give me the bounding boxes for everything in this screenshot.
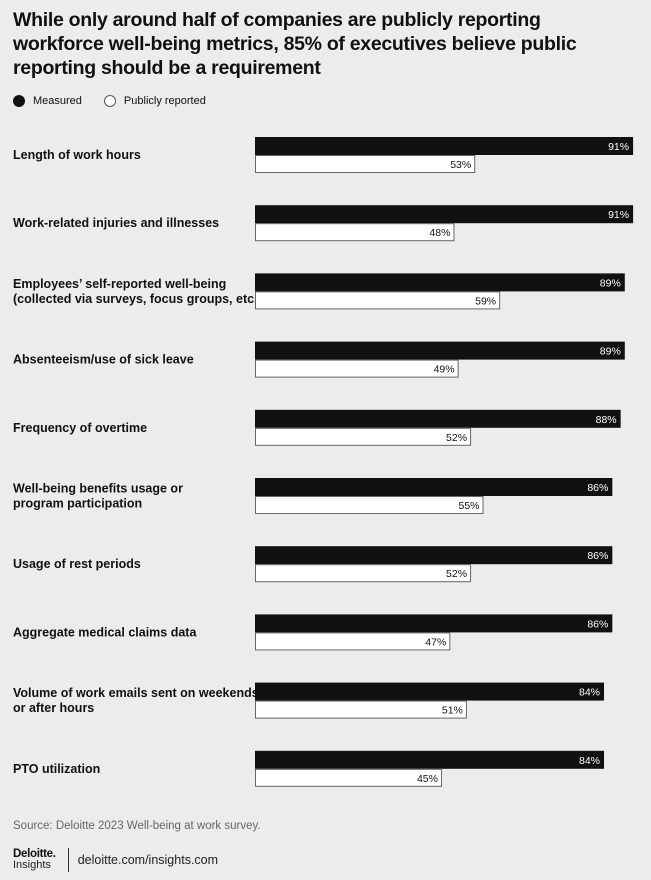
logo-main-text: Deloitte — [13, 848, 53, 860]
source-note: Source: Deloitte 2023 Well-being at work… — [13, 820, 261, 832]
bar-reported — [255, 700, 467, 719]
bar-label-measured: 86% — [587, 550, 608, 562]
category-label-line: Employees’ self-reported well-being — [13, 277, 226, 291]
category-label-line: PTO utilization — [13, 762, 100, 776]
category-label-line: Volume of work emails sent on weekends — [13, 686, 259, 700]
bar-reported — [255, 291, 501, 310]
legend-label-reported: Publicly reported — [123, 95, 206, 107]
category-label-line: Well-being benefits usage or — [13, 482, 183, 496]
bar-measured — [255, 614, 613, 633]
bar-reported — [255, 768, 442, 787]
footer: Deloitte. Insights deloitte.com/insights… — [13, 848, 218, 872]
bar-measured — [255, 682, 605, 701]
category-label-line: Aggregate medical claims data — [13, 625, 197, 639]
category-label: PTO utilization — [13, 762, 100, 776]
category-label: Work-related injuries and illnesses — [13, 216, 219, 230]
bar-label-reported: 45% — [417, 773, 438, 785]
legend-swatch-reported — [103, 95, 116, 107]
category-label: Aggregate medical claims data — [13, 625, 197, 639]
bar-label-measured: 91% — [608, 141, 629, 153]
bar-label-measured: 84% — [579, 687, 600, 699]
bar-label-reported: 53% — [450, 159, 471, 171]
category-label: Employees’ self-reported well-being (coll… — [13, 277, 262, 306]
bar-measured — [255, 205, 634, 224]
bar-label-reported: 51% — [442, 705, 463, 717]
category-label-line: Work-related injuries and illnesses — [13, 216, 219, 230]
legend-item-measured: Measured — [13, 95, 82, 107]
bar-chart: Length of work hours 91% 53% Work-related i… — [13, 137, 634, 787]
category-label: Volume of work emails sent on weekends or… — [13, 686, 259, 715]
logo-dot: . — [52, 848, 56, 860]
bar-reported — [255, 155, 476, 173]
bar-label-measured: 91% — [608, 209, 629, 221]
footer-site-link[interactable]: deloitte.com/insights.com — [77, 853, 219, 867]
bar-measured — [255, 137, 634, 155]
logo-sub-text: Insights — [13, 859, 51, 871]
bar-measured — [255, 478, 613, 496]
bar-reported — [255, 223, 455, 242]
bar-label-reported: 48% — [429, 227, 450, 239]
bar-label-measured: 89% — [600, 346, 621, 358]
legend-label-measured: Measured — [33, 95, 82, 107]
bar-label-reported: 52% — [446, 568, 467, 580]
bar-label-reported: 55% — [459, 500, 480, 512]
legend: Measured Publicly reported — [13, 95, 228, 107]
bar-measured — [255, 750, 605, 769]
category-label-line: (collected via surveys, focus groups, et… — [13, 292, 262, 306]
footer-divider — [67, 848, 69, 872]
category-label-line: Usage of rest periods — [13, 557, 141, 571]
bar-label-measured: 86% — [587, 482, 608, 494]
bar-reported — [255, 427, 472, 446]
category-label-line: Absenteeism/use of sick leave — [13, 353, 194, 367]
bar-label-measured: 84% — [579, 755, 600, 767]
category-label: Well-being benefits usage or program part… — [13, 482, 183, 511]
chart-title: While only around half of companies are … — [13, 9, 577, 79]
bar-measured — [255, 409, 621, 428]
bar-label-measured: 88% — [596, 414, 617, 426]
bar-label-reported: 49% — [434, 364, 455, 376]
bar-reported — [255, 359, 459, 378]
category-label: Usage of rest periods — [13, 557, 141, 571]
category-label-line: Length of work hours — [13, 148, 141, 162]
legend-swatch-measured — [13, 95, 25, 107]
bar-label-reported: 52% — [446, 432, 467, 444]
bar-measured — [255, 546, 613, 565]
bar-measured — [255, 273, 625, 292]
category-label: Frequency of overtime — [13, 421, 147, 435]
bar-reported — [255, 496, 484, 514]
deloitte-insights-logo: Deloitte. Insights — [13, 848, 56, 871]
bar-label-measured: 86% — [587, 618, 608, 630]
category-label-line: or after hours — [13, 701, 94, 715]
category-label: Absenteeism/use of sick leave — [13, 353, 194, 367]
legend-item-reported: Publicly reported — [103, 95, 206, 107]
bar-label-reported: 59% — [475, 295, 496, 307]
category-label-line: program participation — [13, 497, 142, 511]
bar-reported — [255, 564, 472, 583]
bar-reported — [255, 632, 451, 651]
bar-label-reported: 47% — [425, 636, 446, 648]
category-label-line: Frequency of overtime — [13, 421, 147, 435]
bar-measured — [255, 341, 625, 360]
bar-label-measured: 89% — [600, 277, 621, 289]
category-label: Length of work hours — [13, 148, 141, 162]
